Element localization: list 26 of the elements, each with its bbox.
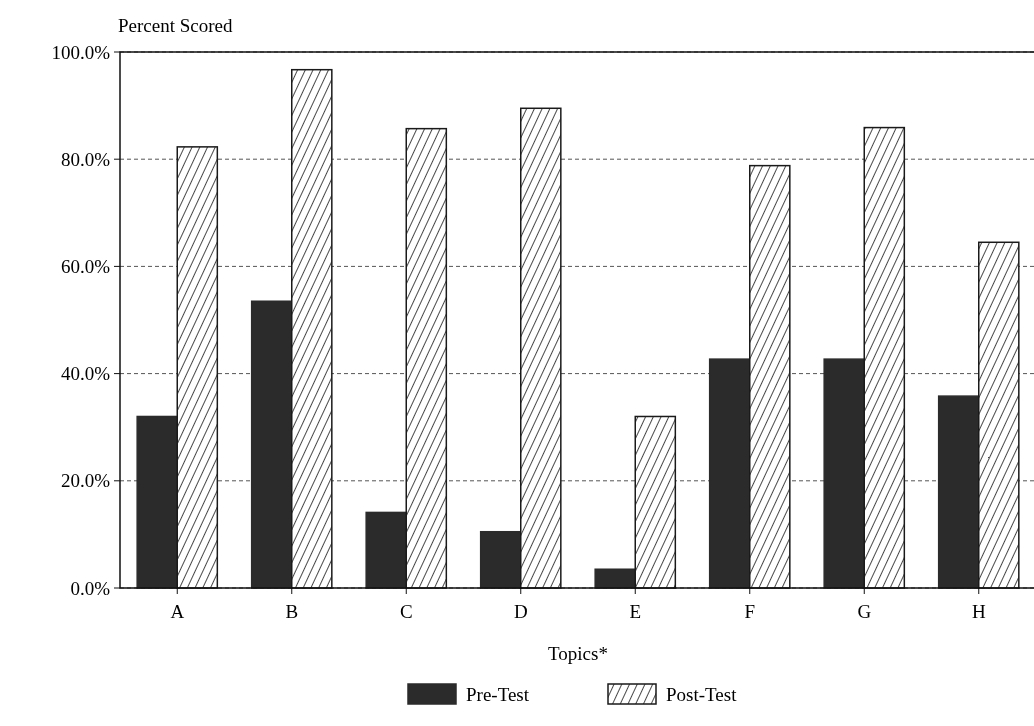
bar bbox=[937, 395, 980, 589]
y-tick-label: 40.0% bbox=[60, 363, 111, 385]
x-tick-label: F bbox=[744, 601, 756, 622]
x-tick-label: H bbox=[971, 601, 986, 622]
bar bbox=[708, 358, 751, 589]
y-tick-label: 20.0% bbox=[60, 470, 111, 492]
x-tick-label: E bbox=[629, 601, 642, 622]
y-tick-label: 60.0% bbox=[60, 256, 111, 278]
x-tick-label: G bbox=[857, 601, 872, 622]
x-tick-label: B bbox=[285, 601, 299, 622]
bar bbox=[823, 358, 865, 589]
bar bbox=[594, 568, 636, 589]
x-axis-title: Topics* bbox=[548, 643, 608, 664]
y-tick-label: 0.0% bbox=[70, 577, 111, 599]
x-tick-label: C bbox=[399, 601, 413, 622]
bar bbox=[479, 530, 522, 589]
x-tick-label: D bbox=[513, 601, 528, 622]
x-tick-label: A bbox=[170, 601, 185, 622]
y-tick-label: 100.0% bbox=[51, 41, 111, 63]
bar bbox=[365, 511, 407, 589]
bar bbox=[250, 300, 293, 589]
legend-label: Pre-Test bbox=[466, 684, 530, 705]
bar bbox=[136, 415, 178, 589]
y-tick-label: 80.0% bbox=[60, 148, 111, 170]
y-axis-title: Percent Scored bbox=[118, 15, 233, 36]
legend-label: Post-Test bbox=[666, 684, 738, 705]
